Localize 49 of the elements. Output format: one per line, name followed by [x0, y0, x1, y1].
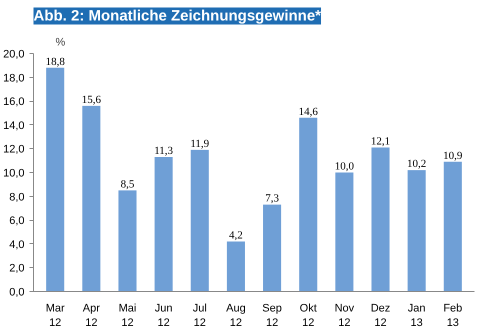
data-label: 4,2 [229, 230, 243, 242]
y-tick-label: 10,0 [3, 168, 25, 180]
y-tick-label: 8,0 [9, 191, 25, 204]
data-label: 12,1 [370, 136, 390, 148]
bar [190, 150, 209, 292]
y-tick-label: 6,0 [9, 215, 25, 228]
data-label: 11,9 [190, 138, 210, 150]
data-label: 10,0 [334, 160, 354, 172]
x-tick-label: Jan 13 [408, 302, 426, 329]
y-tick-label: 0,0 [9, 286, 25, 298]
y-tick-label: 12,0 [3, 144, 25, 156]
bar [263, 204, 282, 292]
bar [118, 190, 137, 292]
bar [335, 172, 354, 292]
data-label: 8,5 [120, 178, 135, 190]
x-tick-label: Nov 12 [334, 302, 355, 329]
y-axis-title: % [56, 36, 66, 48]
bar [154, 157, 173, 292]
y-tick-label: 18,0 [3, 72, 25, 84]
chart-title: Abb. 2: Monatliche Zeichnungsgewinne* [34, 8, 322, 24]
y-tick-label: 2,0 [9, 262, 25, 275]
y-tick-label: 4,0 [9, 238, 25, 251]
bar [444, 162, 462, 292]
x-tick-label: Okt 12 [300, 302, 317, 329]
bar [226, 242, 245, 292]
bar [46, 68, 64, 292]
data-label: 10,2 [407, 158, 426, 170]
x-tick-label: Sep 12 [262, 302, 282, 329]
x-tick-label: Jun 12 [154, 302, 173, 329]
x-tick-label: Mai 12 [118, 302, 136, 329]
y-tick-label: 20,0 [3, 48, 25, 60]
data-label: 7,3 [265, 192, 280, 205]
bar [82, 106, 100, 292]
data-label: 10,9 [443, 150, 463, 162]
x-tick-label: Apr 12 [82, 302, 100, 329]
bar [299, 118, 318, 292]
x-tick-label: Dez 12 [370, 302, 390, 329]
x-tick-label: Jul 12 [192, 302, 207, 329]
bar [408, 170, 426, 292]
y-tick-label: 16,0 [3, 96, 25, 108]
data-label: 15,6 [82, 94, 102, 106]
x-tick-label: Mar 12 [46, 302, 65, 329]
x-tick-label: Feb 13 [443, 302, 462, 329]
y-tick-label: 14,0 [3, 120, 25, 132]
data-label: 18,8 [46, 56, 66, 68]
bar [371, 148, 390, 292]
x-tick-label: Aug 12 [226, 302, 246, 329]
data-label: 14,6 [298, 106, 318, 118]
data-label: 11,3 [154, 145, 174, 158]
